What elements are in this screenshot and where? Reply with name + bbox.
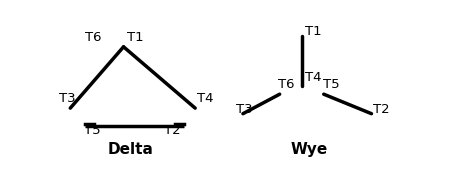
Text: T3: T3 <box>237 104 253 117</box>
Text: T4: T4 <box>197 92 213 105</box>
Text: Wye: Wye <box>291 142 328 157</box>
Text: T2: T2 <box>374 104 390 117</box>
Text: T4: T4 <box>305 71 321 84</box>
Text: Delta: Delta <box>108 142 154 157</box>
Text: T3: T3 <box>59 92 76 105</box>
Text: T6: T6 <box>85 31 101 44</box>
Text: T5: T5 <box>323 78 340 91</box>
Text: T6: T6 <box>278 78 294 91</box>
Text: T2: T2 <box>164 124 181 137</box>
Text: T1: T1 <box>127 31 144 44</box>
Text: T5: T5 <box>84 124 101 137</box>
Text: T1: T1 <box>305 26 321 38</box>
